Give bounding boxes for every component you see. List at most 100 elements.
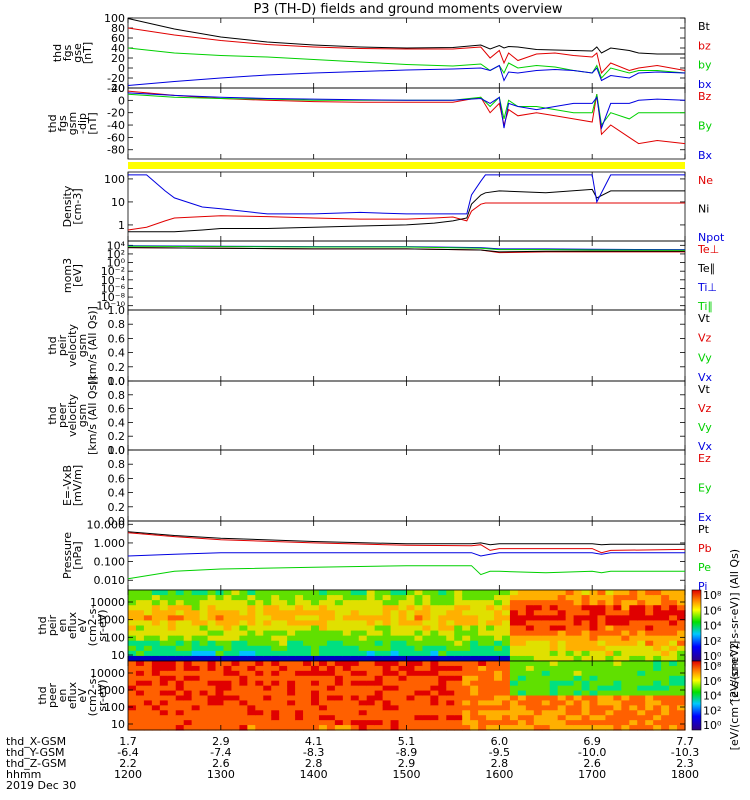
y-tick-label: 10000 [90,667,125,680]
legend-entry: Vz [698,332,712,345]
y-tick-label: 0.2 [108,430,126,443]
y-tick-label: 100 [104,631,125,644]
y-tick-label: 0.6 [108,472,126,485]
panel-frame [127,380,686,451]
y-tick-label: 40 [111,42,125,55]
y-tick-label: 20 [111,82,125,95]
y-axis-label: [km/s (All Qs)] [86,306,99,385]
y-tick-label: 0.2 [108,361,126,374]
y-tick-label: 100 [104,701,125,714]
legend-entry: Pi [698,580,707,593]
legend-entry: By [698,120,713,133]
panel-frame [127,171,686,242]
y-axis-label: sr-eV) [96,609,109,641]
legend-entry: by [698,59,712,72]
y-tick-label: 0.4 [108,347,126,360]
y-axis-label: thd [46,336,59,354]
y-axis-label: thd [36,686,49,704]
time-tick-label: 1400 [300,768,328,781]
y-tick-label: 0.8 [108,318,126,331]
y-tick-label: 10 [111,196,125,209]
time-tick-label: 2.9 [398,757,416,770]
series-line-Ti∥ [127,245,686,251]
series-line-Pb [127,532,686,554]
legend-entry: Ni [698,203,709,216]
y-tick-label: 10⁰ [107,257,126,270]
series-line-bz [127,27,686,75]
y-tick-label: 10⁻¹⁰ [96,300,125,313]
y-axis-label: fgs [61,44,74,61]
legend-entry: Vt [698,383,711,396]
colorbar-tick-label: 10⁶ [703,675,722,688]
legend-entry: Vy [698,351,712,364]
y-tick-label: 0 [118,62,125,75]
y-axis-label: fgs [56,115,69,132]
y-tick-label: 1.0 [108,304,126,317]
y-tick-label: 10 [111,718,125,731]
legend-entry: Te∥ [697,262,715,275]
y-tick-label: 0.100 [94,556,126,569]
time-tick-label: 2.8 [491,757,509,770]
y-axis-label: (cm2-s- [86,675,99,717]
y-tick-label: 10² [107,248,125,261]
y-tick-label: 0.0 [108,444,126,457]
time-tick-label: -8.9 [396,746,417,759]
y-axis-label: gse [71,43,84,63]
series-line-Bz [127,90,686,145]
time-tick-label: 2.6 [583,757,601,770]
time-tick-label: -7.4 [210,746,231,759]
y-axis-label: thd [36,616,49,634]
y-axis-label: [nT] [86,112,99,134]
y-tick-label: 1000 [97,614,125,627]
legend-entry: Bt [698,20,711,33]
y-axis-label: [eV] [71,264,84,287]
time-row-label: thd_Y-GSM [6,746,65,759]
y-axis-label: eflux [66,611,79,639]
y-axis-label: [mV/m] [71,465,84,506]
colorbar-10 [691,660,702,731]
colorbar-tick-label: 10² [703,635,721,648]
legend-entry: Vx [698,371,713,384]
y-tick-label: 0.0 [108,515,126,528]
legend-entry: Vy [698,421,712,434]
y-axis-label: -dip [76,113,89,134]
colorbar-9 [691,589,702,662]
y-tick-label: 100 [104,12,125,25]
y-tick-label: 0.2 [108,501,126,514]
time-tick-label: -8.3 [303,746,324,759]
colorbar-tick-label: 10⁶ [703,604,722,617]
panels: 100806040200-20-40thdfgsgse[nT]Btbzbybx2… [36,12,741,750]
y-tick-label: 100 [104,173,125,186]
series-line-By [127,93,685,127]
y-tick-label: 20 [111,52,125,65]
colorbar-tick-label: 10⁰ [703,719,722,732]
y-axis-label: mom3 [61,258,74,293]
series-line-Pe [127,565,685,580]
time-tick-label: 1700 [578,768,606,781]
y-tick-label: 0.4 [108,416,126,429]
y-tick-label: 0.6 [108,332,126,345]
y-axis-label: eflux [66,681,79,709]
time-tick-label: 1.7 [119,735,137,748]
series-line-Pt [127,531,685,546]
y-tick-label: 0.8 [108,458,126,471]
y-tick-label: 0.8 [108,389,126,402]
y-tick-label: 1.0 [108,444,126,457]
y-axis-label: peir [46,614,59,636]
y-axis-label: Density [61,185,74,227]
legend-entry: Pb [698,542,712,555]
time-tick-label: 7.7 [676,735,694,748]
y-axis-label: thd [46,114,59,132]
time-tick-label: -10.0 [578,746,606,759]
legend-entry: Bz [698,90,712,103]
y-axis-label: thd [46,406,59,424]
series-line-Bt [127,18,685,55]
series-line-Ne [127,202,685,231]
quality-flag-bar [128,162,685,169]
colorbar-tick-label: 10⁸ [703,589,722,602]
time-row-label: thd_X-GSM [6,735,66,748]
y-tick-label: 0.4 [108,487,126,500]
panel-9: 10⁸ 10⁶ 10⁴ 10² 10⁰ [eV/(cm^2-s-sr-eV)] (All … [36,549,741,702]
y-tick-label: 10⁴ [107,239,126,252]
